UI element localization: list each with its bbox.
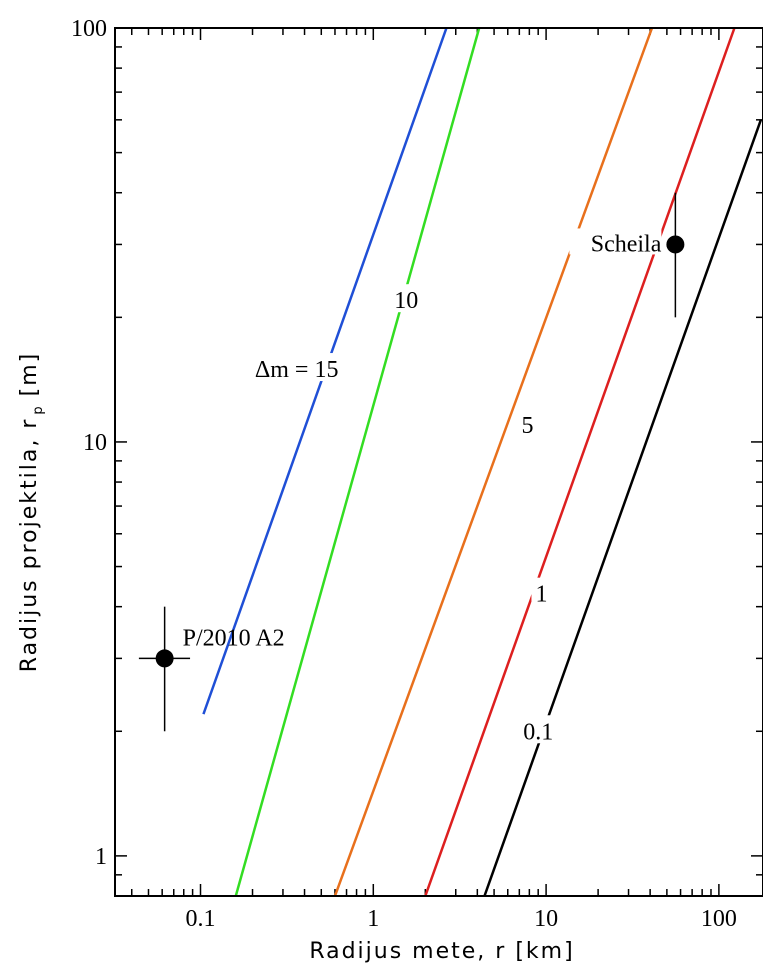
ticks <box>115 27 763 897</box>
x-axis-title: Radijus mete, r [km] <box>309 939 574 964</box>
tick-labels: 0.1 1 10 100 1 10 100 <box>71 16 737 932</box>
point-label: Scheila <box>591 231 662 257</box>
series-label: 0.1 <box>523 719 553 745</box>
series-label: 1 <box>535 582 547 608</box>
x-tick-label: 0.1 <box>186 906 216 932</box>
series-label-background <box>390 284 423 313</box>
series-label: 10 <box>394 288 418 314</box>
series-label-background <box>250 353 343 382</box>
y-tick-label: 100 <box>71 16 107 42</box>
y-tick-label: 1 <box>95 844 107 870</box>
series-line <box>333 27 654 897</box>
series-label: Δm = 15 <box>255 357 339 383</box>
series-line <box>483 119 763 897</box>
curves <box>202 27 763 897</box>
y-tick-label: 10 <box>83 430 107 456</box>
series-line <box>234 27 481 897</box>
series-label-background <box>531 577 552 606</box>
x-tick-label: 1 <box>367 906 379 932</box>
point-label-background <box>569 228 662 255</box>
x-tick-label: 100 <box>701 906 737 932</box>
series-line <box>424 27 736 897</box>
point-label: P/2010 A2 <box>183 625 285 651</box>
y-axis-title: Radijus projektila, r p [m] <box>17 352 46 672</box>
y-axis-title-main: Radijus projektila, r <box>17 418 42 673</box>
data-point <box>666 235 685 254</box>
plot-frame <box>114 27 763 897</box>
data-point <box>155 649 174 668</box>
y-axis-title-unit: [m] <box>17 352 42 397</box>
data-points: P/2010 A2 Scheila <box>138 192 685 732</box>
y-axis-title-subscript: p <box>31 404 46 414</box>
series-label: 5 <box>521 413 533 439</box>
series-label-background <box>517 408 538 437</box>
series-label-background <box>516 715 561 744</box>
curve-labels: Δm = 15 10 5 1 0.1 <box>250 284 561 745</box>
x-tick-label: 10 <box>534 906 558 932</box>
